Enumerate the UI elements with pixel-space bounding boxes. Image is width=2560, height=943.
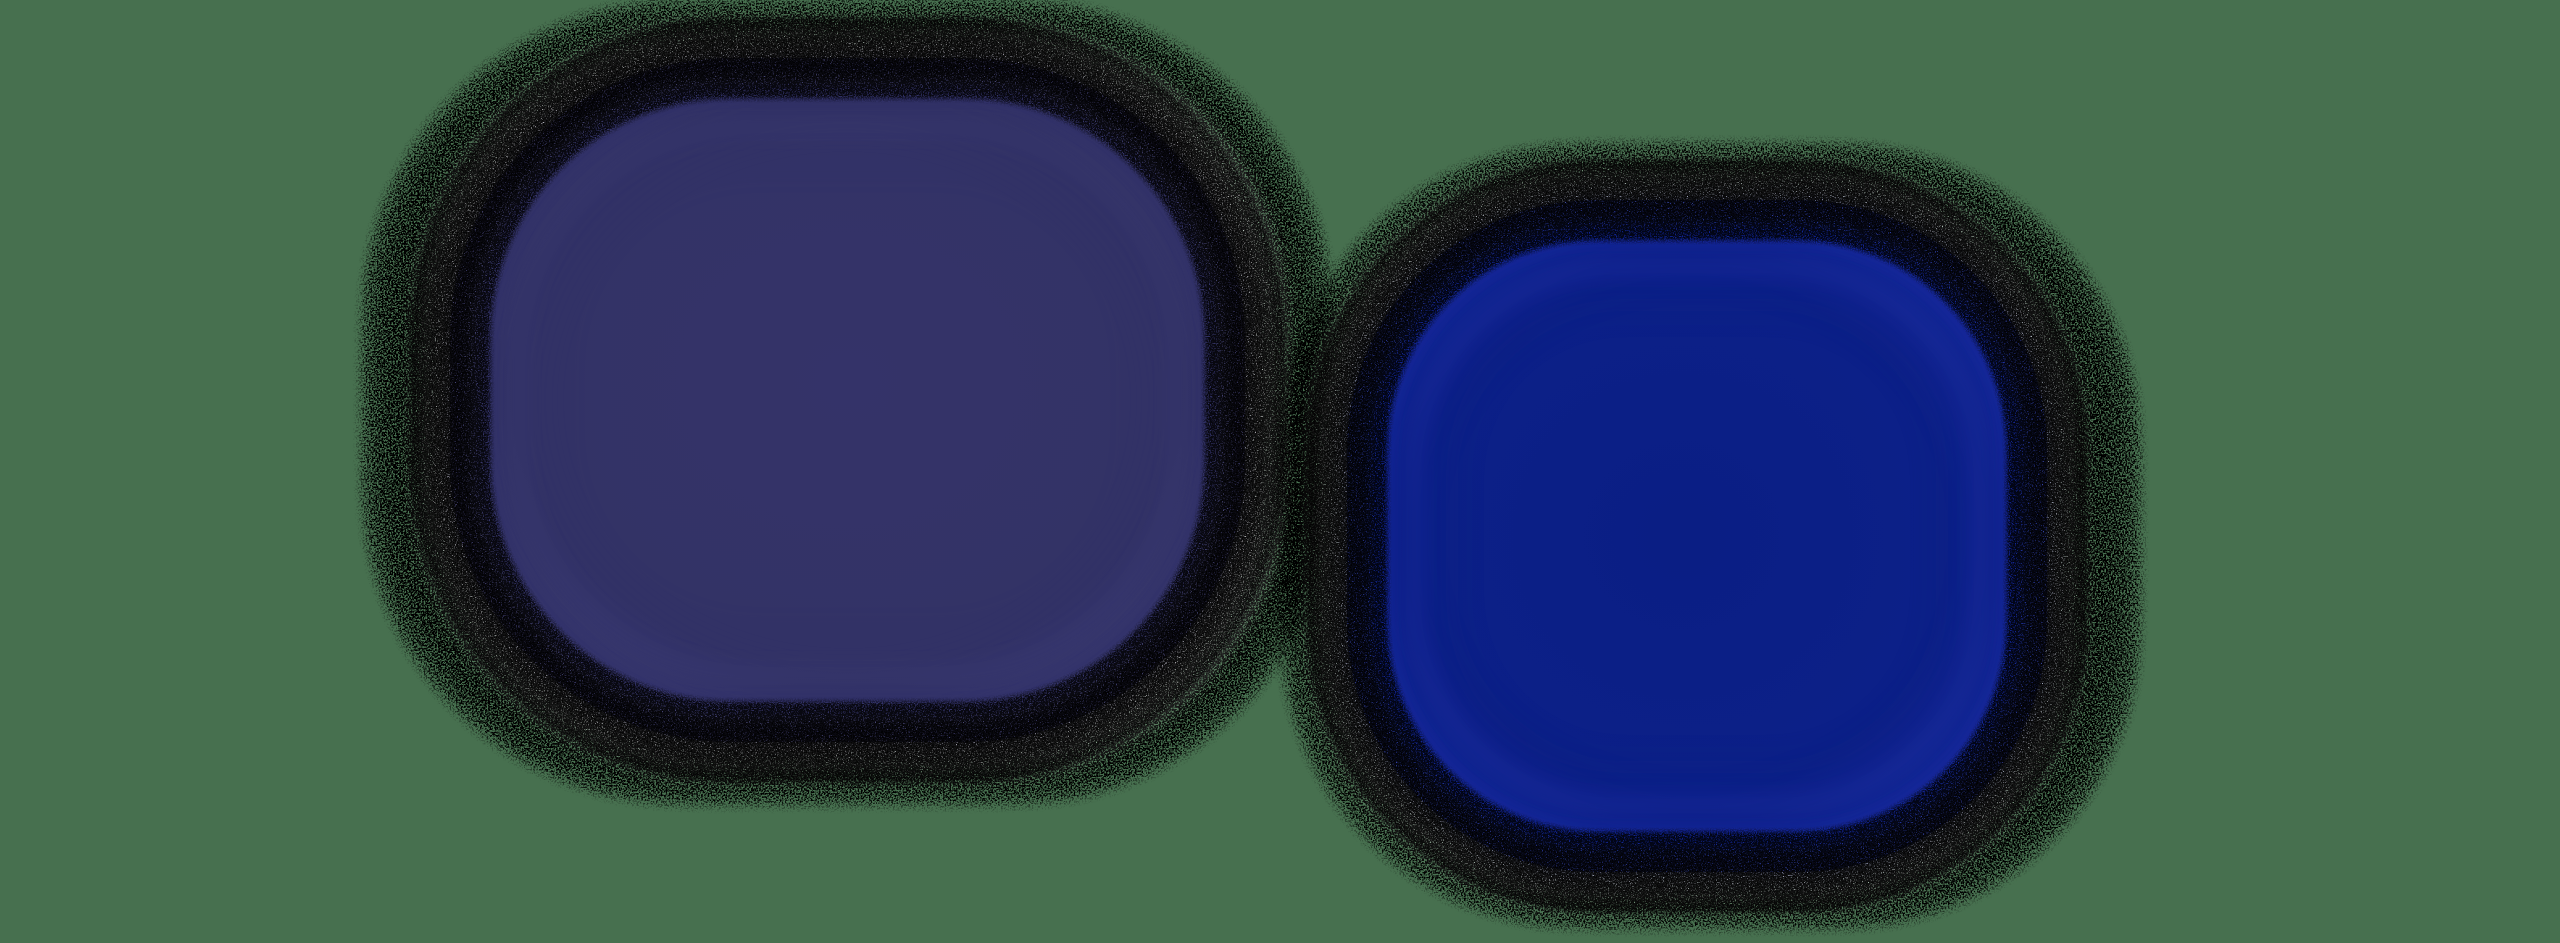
right-edge-yellow-speckles (1332, 185, 2062, 887)
left-window-body (450, 58, 1245, 742)
left-window-blur-blob (380, 18, 1315, 786)
left-blur-ring-4 (547, 155, 1148, 645)
right-blur-ring-4 (1443, 296, 1951, 776)
left-edge-yellow-speckles (435, 43, 1260, 757)
right-center-ring (1377, 236, 2017, 836)
right-window-blur-blob (1298, 162, 2122, 910)
right-window-body (1347, 200, 2047, 872)
left-center-ring (497, 85, 1197, 715)
